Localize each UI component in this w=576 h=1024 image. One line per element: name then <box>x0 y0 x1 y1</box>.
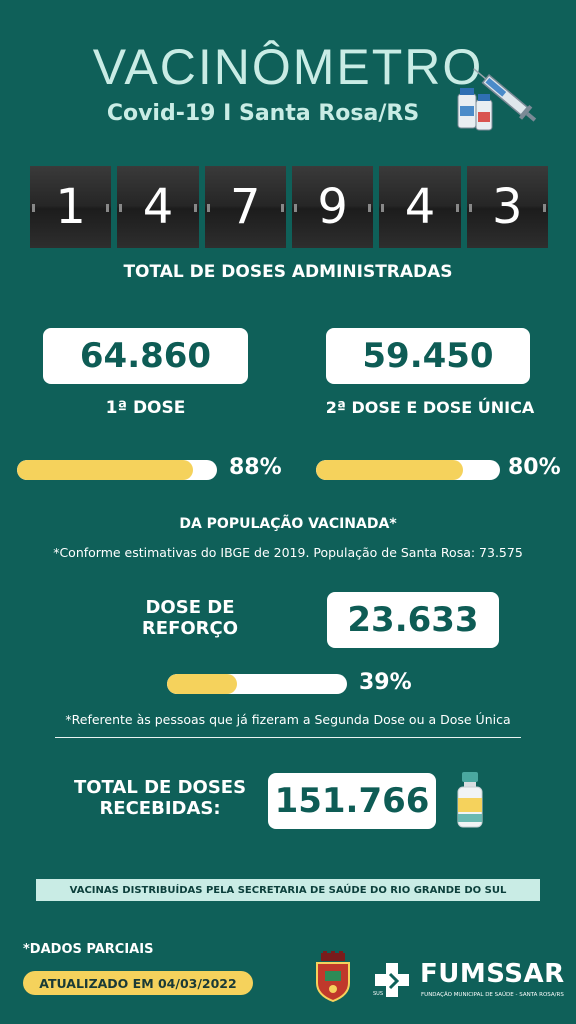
booster-progress-bar <box>167 674 347 694</box>
total-doses-label: TOTAL DE DOSES ADMINISTRADAS <box>123 262 453 282</box>
vaccine-syringe-icon <box>457 68 537 131</box>
second-dose-label: 2ª DOSE E DOSE ÚNICA <box>325 398 535 417</box>
sus-cross-icon <box>375 963 409 997</box>
received-label: TOTAL DE DOSES RECEBIDAS: <box>70 777 250 819</box>
second-dose-percent: 80% <box>508 455 561 480</box>
counter-digit: 1 <box>30 166 112 248</box>
booster-percent: 39% <box>359 670 412 695</box>
progress-fill <box>17 460 193 480</box>
second-dose-progress-bar <box>316 460 500 480</box>
booster-note: *Referente às pessoas que já fizeram a S… <box>65 712 511 727</box>
received-label-line2: RECEBIDAS: <box>99 798 221 819</box>
counter-digit: 4 <box>117 166 199 248</box>
booster-label: DOSE DE REFORÇO <box>120 597 260 639</box>
population-note: *Conforme estimativas do IBGE de 2019. P… <box>53 545 523 560</box>
divider <box>55 737 521 738</box>
counter-digit: 4 <box>379 166 461 248</box>
first-dose-percent: 88% <box>229 455 282 480</box>
second-dose-value: 59.450 <box>326 328 530 384</box>
page-title: VACINÔMETRO <box>92 39 484 95</box>
progress-fill <box>316 460 464 480</box>
received-value: 151.766 <box>268 773 436 829</box>
received-label-line1: TOTAL DE DOSES <box>73 777 247 798</box>
updated-date-badge: ATUALIZADO EM 04/03/2022 <box>23 971 253 995</box>
booster-value: 23.633 <box>327 592 499 648</box>
booster-label-line2: REFORÇO <box>141 618 239 639</box>
counter-digit: 7 <box>204 166 286 248</box>
municipal-crest-icon <box>316 951 350 1003</box>
booster-label-line1: DOSE DE <box>145 597 235 618</box>
vaccine-vial-icon <box>457 772 483 828</box>
first-dose-value: 64.860 <box>43 328 248 384</box>
fumssar-subtitle: FUNDAÇÃO MUNICIPAL DE SAÚDE - SANTA ROSA… <box>421 992 564 998</box>
sus-label: SUS <box>373 991 384 997</box>
first-dose-label: 1ª DOSE <box>105 398 186 418</box>
dose-counter: 1 4 7 9 4 3 <box>30 166 548 248</box>
distribution-banner: VACINAS DISTRIBUÍDAS PELA SECRETARIA DE … <box>36 879 540 901</box>
counter-digit: 9 <box>291 166 374 248</box>
progress-fill <box>167 674 238 694</box>
counter-digit: 3 <box>466 166 548 248</box>
first-dose-progress-bar <box>17 460 217 480</box>
page-subtitle: Covid-19 I Santa Rosa/RS <box>106 101 420 126</box>
population-vaccinated-label: DA POPULAÇÃO VACINADA* <box>179 516 397 532</box>
fumssar-logo: FUMSSAR <box>420 959 565 989</box>
partial-data-label: *DADOS PARCIAIS <box>23 942 154 957</box>
